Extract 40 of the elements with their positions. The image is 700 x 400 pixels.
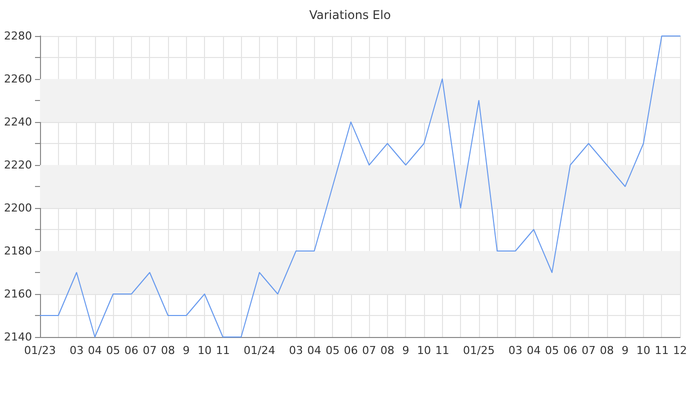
y-tick-label: 2220	[4, 158, 32, 172]
x-tick-label: 08	[600, 344, 614, 357]
x-tick-label: 03	[289, 344, 303, 357]
x-tick-label: 05	[326, 344, 340, 357]
x-tick-label: 05	[106, 344, 120, 357]
x-tick-label: 06	[563, 344, 578, 357]
x-tick-label: 04	[307, 344, 322, 357]
x-tick-label: 11	[435, 344, 450, 357]
x-tick-label: 05	[545, 344, 559, 357]
chart-title: Variations Elo	[309, 8, 391, 22]
x-tick-label: 9	[402, 344, 410, 357]
x-tick-label: 01/23	[24, 344, 56, 357]
x-tick-label: 07	[142, 344, 157, 357]
x-tick-label: 06	[124, 344, 138, 357]
x-tick-label: 11	[216, 344, 230, 357]
x-tick-label: 08	[161, 344, 175, 357]
x-tick-label: 08	[380, 344, 394, 357]
x-tick-label: 03	[70, 344, 84, 357]
y-tick-label: 2180	[4, 244, 32, 258]
x-tick-label: 04	[526, 344, 541, 357]
y-tick-label: 2240	[4, 116, 32, 128]
x-tick-label: 04	[88, 344, 102, 357]
y-tick-label: 2260	[4, 72, 32, 86]
x-tick-label: 01/24	[244, 344, 276, 357]
y-tick-label: 2140	[4, 330, 32, 344]
x-tick-label: 06	[344, 344, 358, 357]
x-tick-label: 03	[508, 344, 522, 357]
y-tick-label: 2200	[4, 202, 32, 214]
x-tick-label: 01/25	[463, 344, 495, 357]
x-tick-label: 07	[362, 344, 376, 357]
x-tick-label: 11	[654, 344, 669, 357]
x-tick-label: 9	[622, 344, 629, 357]
x-tick-label: 10	[198, 344, 212, 357]
y-tick-label: 2160	[4, 288, 32, 300]
x-tick-label: 07	[582, 344, 596, 357]
x-tick-label: 10	[636, 344, 650, 357]
x-tick-label: 9	[182, 344, 190, 357]
x-tick-label: 12	[673, 344, 687, 357]
x-tick-label: 10	[417, 344, 431, 357]
y-tick-label: 2280	[4, 30, 32, 42]
